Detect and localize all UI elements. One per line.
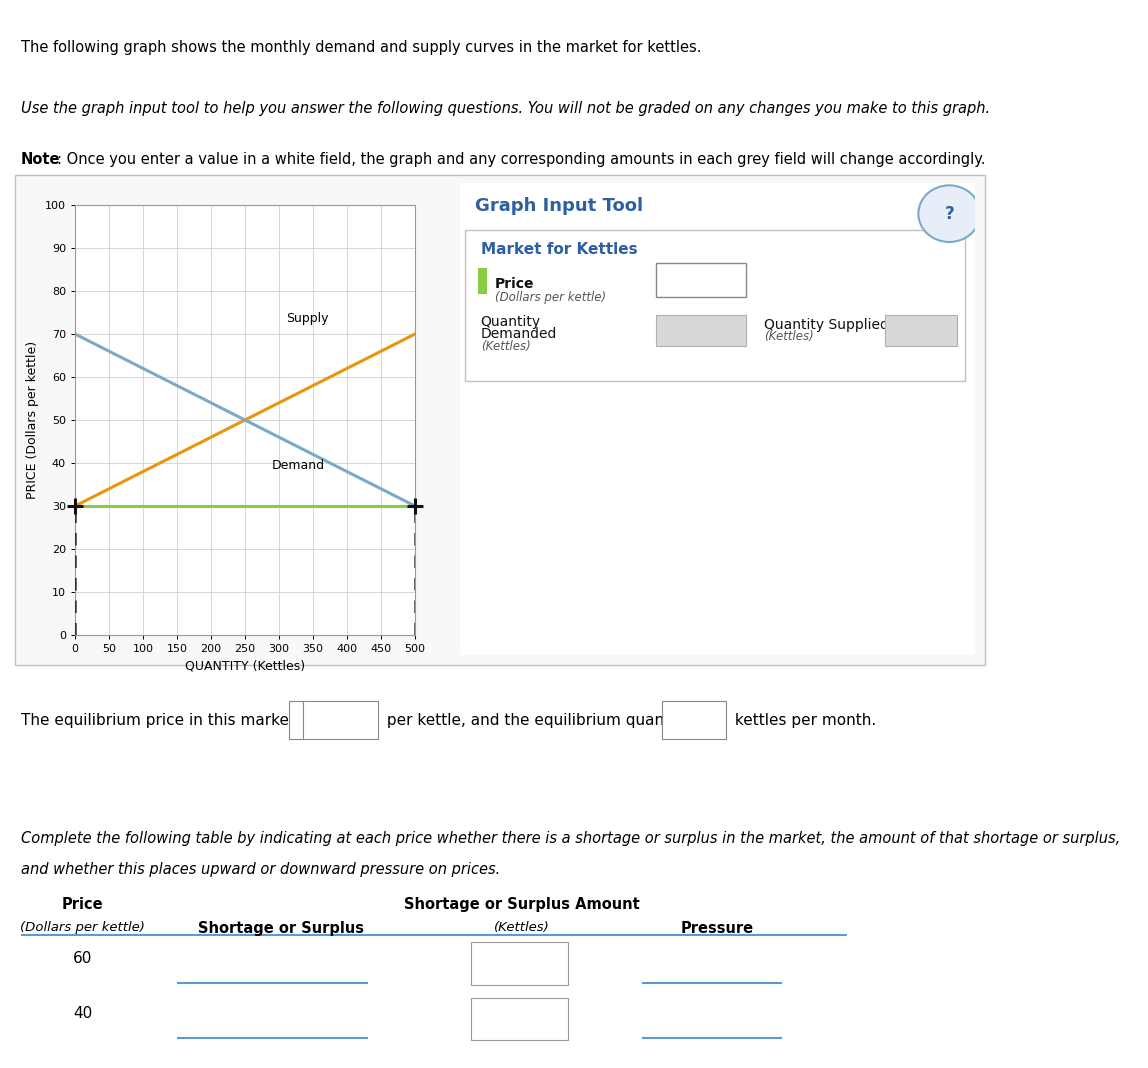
- Text: The following graph shows the monthly demand and supply curves in the market for: The following graph shows the monthly de…: [21, 40, 701, 54]
- Text: : Once you enter a value in a white field, the graph and any corresponding amoun: : Once you enter a value in a white fiel…: [57, 152, 986, 167]
- FancyBboxPatch shape: [465, 231, 964, 381]
- Text: ▼: ▼: [328, 955, 338, 968]
- Text: Complete the following table by indicating at each price whether there is a shor: Complete the following table by indicati…: [21, 831, 1120, 846]
- Text: Demanded: Demanded: [481, 327, 557, 341]
- Circle shape: [918, 186, 980, 242]
- Text: Price: Price: [62, 897, 103, 912]
- FancyBboxPatch shape: [478, 268, 487, 294]
- Text: 60: 60: [73, 951, 92, 965]
- Text: Price: Price: [495, 278, 535, 292]
- Text: Note: Note: [21, 152, 60, 167]
- X-axis label: QUANTITY (Kettles): QUANTITY (Kettles): [185, 660, 305, 673]
- Text: (Dollars per kettle): (Dollars per kettle): [21, 921, 145, 933]
- Text: 40: 40: [73, 1006, 92, 1021]
- Text: (Kettles): (Kettles): [481, 340, 530, 352]
- Text: Shortage or Surplus: Shortage or Surplus: [199, 921, 364, 936]
- Text: (Kettles): (Kettles): [763, 330, 814, 343]
- Text: kettles per month.: kettles per month.: [730, 712, 876, 727]
- Text: Supply: Supply: [286, 313, 328, 326]
- Text: (Kettles): (Kettles): [495, 921, 550, 933]
- Text: ▼: ▼: [328, 1010, 338, 1023]
- Text: Pressure: Pressure: [681, 921, 754, 936]
- Text: and whether this places upward or downward pressure on prices.: and whether this places upward or downwa…: [21, 862, 499, 877]
- Text: 30: 30: [723, 273, 740, 287]
- Text: 0: 0: [943, 324, 952, 337]
- Text: $: $: [294, 713, 303, 727]
- Text: ?: ?: [945, 205, 954, 223]
- Text: Use the graph input tool to help you answer the following questions. You will no: Use the graph input tool to help you ans…: [21, 101, 990, 116]
- Text: Market for Kettles: Market for Kettles: [481, 242, 637, 257]
- Text: Graph Input Tool: Graph Input Tool: [475, 198, 644, 215]
- Text: ▼: ▼: [747, 1010, 757, 1023]
- Y-axis label: PRICE (Dollars per kettle): PRICE (Dollars per kettle): [26, 341, 39, 499]
- Text: ▼: ▼: [747, 955, 757, 968]
- Text: The equilibrium price in this market is: The equilibrium price in this market is: [21, 712, 317, 727]
- FancyBboxPatch shape: [656, 315, 746, 346]
- FancyBboxPatch shape: [656, 263, 746, 297]
- Text: 500: 500: [714, 324, 740, 337]
- Text: Quantity: Quantity: [481, 315, 541, 329]
- Text: Shortage or Surplus Amount: Shortage or Surplus Amount: [404, 897, 641, 912]
- Text: per kettle, and the equilibrium quantity is: per kettle, and the equilibrium quantity…: [382, 712, 712, 727]
- Text: Demand: Demand: [272, 458, 325, 472]
- Text: Quantity Supplied: Quantity Supplied: [763, 317, 889, 331]
- FancyBboxPatch shape: [885, 315, 957, 346]
- Text: (Dollars per kettle): (Dollars per kettle): [495, 290, 606, 303]
